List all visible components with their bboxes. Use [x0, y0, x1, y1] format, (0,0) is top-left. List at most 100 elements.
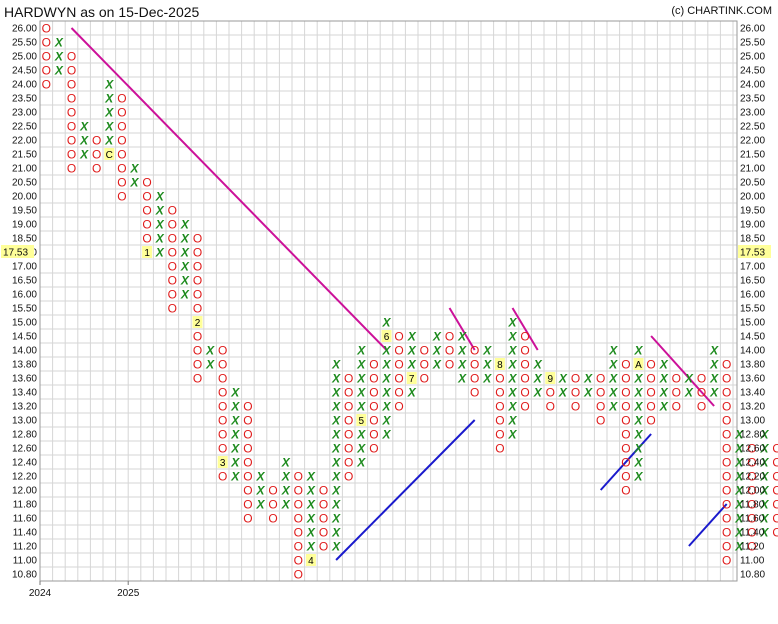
o-mark: O — [168, 288, 177, 302]
o-mark: O — [772, 442, 778, 456]
o-mark: O — [520, 400, 529, 414]
month-marker-bg — [104, 148, 115, 160]
y-tick-label-right: 19.00 — [740, 220, 765, 231]
y-tick-label-right: 21.00 — [740, 164, 765, 175]
y-tick-label-right: 24.00 — [740, 80, 765, 91]
x-mark: X — [331, 358, 341, 372]
o-mark: O — [319, 540, 328, 554]
y-tick-label-right: 22.00 — [740, 136, 765, 147]
x-mark: X — [331, 540, 341, 554]
y-tick-label-right: 23.50 — [740, 94, 765, 105]
x-mark: X — [180, 288, 190, 302]
x-mark: X — [381, 372, 391, 386]
x-mark: X — [684, 386, 694, 400]
o-mark: O — [344, 400, 353, 414]
o-mark: O — [193, 274, 202, 288]
y-tick-label-left: 25.00 — [12, 52, 37, 63]
x-mark: X — [558, 372, 568, 386]
x-mark: X — [759, 498, 769, 512]
x-mark: X — [709, 386, 719, 400]
y-tick-label-right: 13.00 — [740, 416, 765, 427]
month-marker-bg — [192, 316, 203, 328]
y-tick-label-left: 12.60 — [12, 444, 37, 455]
o-mark: O — [772, 470, 778, 484]
chart-credit: (c) CHARTINK.COM — [671, 5, 772, 17]
y-tick-label-right: 25.00 — [740, 52, 765, 63]
y-tick-label-left: 21.00 — [12, 164, 37, 175]
x-mark: X — [306, 470, 316, 484]
x-mark: X — [533, 386, 543, 400]
month-marker-bg — [494, 358, 505, 370]
o-mark: O — [445, 358, 454, 372]
o-mark: O — [319, 484, 328, 498]
x-mark: X — [407, 358, 417, 372]
y-tick-label-left: 21.50 — [12, 150, 37, 161]
month-marker: 8 — [497, 360, 503, 371]
plot-frame — [39, 20, 738, 582]
o-mark: O — [394, 386, 403, 400]
month-marker-bg — [356, 414, 367, 426]
o-mark: O — [722, 512, 731, 526]
o-mark: O — [344, 470, 353, 484]
x-mark: X — [457, 358, 467, 372]
x-mark: X — [104, 120, 114, 134]
last-price-left: 17.53 — [3, 248, 28, 259]
o-mark: O — [243, 498, 252, 512]
x-mark: X — [482, 344, 492, 358]
y-tick-label-left: 15.50 — [12, 304, 37, 315]
x-mark: X — [356, 386, 366, 400]
y-tick-label-left: 11.20 — [13, 542, 38, 553]
y-tick-label-right: 23.00 — [740, 108, 765, 119]
o-mark: O — [168, 246, 177, 260]
o-mark: O — [294, 470, 303, 484]
y-tick-label-left: 14.50 — [12, 332, 37, 343]
o-mark: O — [294, 554, 303, 568]
x-mark: X — [507, 358, 517, 372]
o-mark: O — [722, 372, 731, 386]
o-mark: O — [495, 442, 504, 456]
o-mark: O — [193, 330, 202, 344]
o-mark: O — [117, 148, 126, 162]
x-mark: X — [54, 36, 64, 50]
o-mark: O — [117, 176, 126, 190]
o-mark: O — [520, 372, 529, 386]
o-mark: O — [243, 414, 252, 428]
x-mark: X — [407, 386, 417, 400]
o-mark: O — [495, 414, 504, 428]
o-mark: O — [520, 330, 529, 344]
o-mark: O — [67, 106, 76, 120]
x-tick-label: 2025 — [117, 588, 140, 599]
x-mark: X — [709, 358, 719, 372]
x-mark: X — [507, 386, 517, 400]
y-tick-label-left: 11.00 — [13, 556, 38, 567]
x-mark: X — [734, 484, 744, 498]
o-mark: O — [596, 400, 605, 414]
o-mark: O — [621, 414, 630, 428]
o-mark: O — [697, 400, 706, 414]
o-mark: O — [369, 428, 378, 442]
y-tick-label-right: 12.60 — [740, 444, 765, 455]
o-mark: O — [772, 512, 778, 526]
x-mark: X — [356, 344, 366, 358]
o-mark: O — [319, 512, 328, 526]
x-mark: X — [734, 442, 744, 456]
o-mark: O — [369, 386, 378, 400]
o-mark: O — [722, 484, 731, 498]
o-mark: O — [294, 568, 303, 582]
o-mark: O — [344, 456, 353, 470]
last-price-markers: 17.53 17.53 — [1, 245, 771, 259]
o-mark: O — [520, 386, 529, 400]
o-mark: O — [67, 78, 76, 92]
o-mark: O — [747, 484, 756, 498]
o-mark: O — [621, 484, 630, 498]
o-mark: O — [621, 400, 630, 414]
trendline — [650, 335, 715, 407]
o-mark: O — [470, 358, 479, 372]
o-mark: O — [193, 288, 202, 302]
o-mark: O — [445, 330, 454, 344]
o-mark: O — [268, 512, 277, 526]
y-tick-label-right: 11.00 — [740, 556, 765, 567]
o-mark: O — [243, 512, 252, 526]
o-mark: O — [596, 414, 605, 428]
x-mark: X — [79, 134, 89, 148]
